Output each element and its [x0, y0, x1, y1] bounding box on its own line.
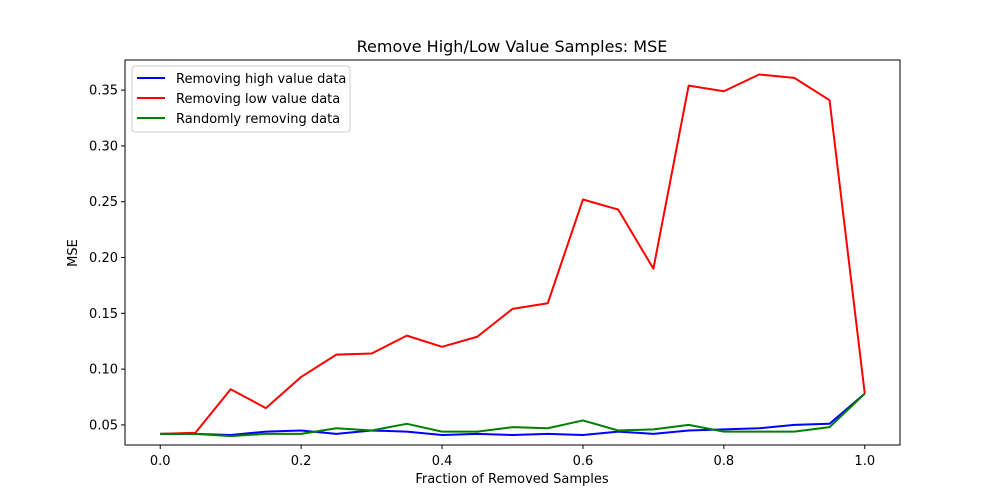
- legend: Removing high value data Removing low val…: [131, 65, 351, 133]
- x-tick-label: 0.6: [573, 454, 594, 469]
- y-axis: 0.05 0.10 0.15 0.20 0.25 0.30 0.35: [89, 84, 125, 433]
- x-tick-label: 0.4: [432, 454, 453, 469]
- x-tick-label: 0.8: [714, 454, 735, 469]
- x-tick-label: 1.0: [854, 454, 875, 469]
- plot-lines: [160, 73, 866, 438]
- legend-entries: Removing high value data Removing low val…: [137, 72, 346, 127]
- series-line-3: [160, 392, 866, 438]
- legend-label-1: Removing high value data: [176, 72, 346, 87]
- y-tick-label: 0.35: [89, 84, 118, 99]
- x-tick-label: 0.2: [291, 454, 312, 469]
- y-tick-label: 0.05: [89, 418, 118, 433]
- legend-label-3: Randomly removing data: [176, 112, 340, 127]
- x-axis: 0.0 0.2 0.4 0.6 0.8 1.0: [150, 445, 875, 469]
- legend-label-2: Removing low value data: [176, 92, 340, 107]
- plot-frame: [124, 59, 901, 446]
- legend-box: [131, 65, 351, 133]
- y-tick-label: 0.30: [89, 139, 118, 154]
- x-axis-label: Fraction of Removed Samples: [415, 472, 609, 487]
- y-tick-label: 0.20: [89, 251, 118, 266]
- series-line-2: [160, 73, 866, 435]
- y-tick-label: 0.10: [89, 363, 118, 378]
- y-tick-label: 0.15: [89, 307, 118, 322]
- x-tick-label: 0.0: [150, 454, 171, 469]
- series-line-1: [160, 392, 866, 436]
- y-tick-label: 0.25: [89, 195, 118, 210]
- chart-title: Remove High/Low Value Samples: MSE: [357, 37, 668, 56]
- y-axis-label: MSE: [66, 239, 81, 267]
